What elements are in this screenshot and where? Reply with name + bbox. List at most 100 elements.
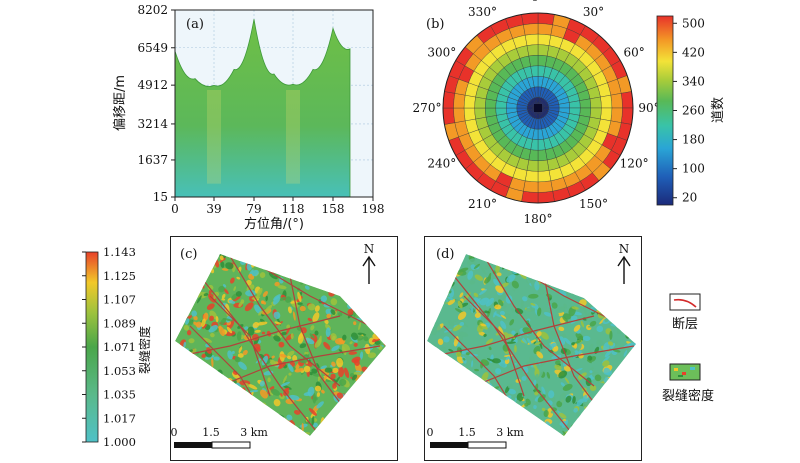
fold-colorbar bbox=[656, 15, 674, 206]
rose-cell bbox=[453, 107, 466, 123]
fault-line bbox=[473, 345, 635, 387]
svg-text:1.5: 1.5 bbox=[202, 426, 220, 439]
rose-cell bbox=[523, 180, 539, 193]
plot-a-x-tick: 39 bbox=[206, 202, 221, 216]
rose-angle-label: 330° bbox=[468, 5, 497, 19]
plot-a-y-ticks: 15 1637 3214 4912 6549 8202 bbox=[137, 3, 175, 204]
rose-angle-label: 300° bbox=[427, 46, 456, 60]
plot-a-x-tick: 118 bbox=[282, 202, 305, 216]
rose-cell bbox=[463, 107, 476, 122]
rose-cell bbox=[610, 93, 623, 109]
rose-cell bbox=[537, 180, 553, 193]
density-colorbar-tick: 1.125 bbox=[103, 269, 136, 283]
density-colorbar-title: 裂缝密度 bbox=[137, 326, 152, 374]
fold-colorbar-ticks: 500 420 340 260 180 100 20 bbox=[673, 16, 705, 205]
panel-d-label: (d) bbox=[436, 247, 454, 262]
panel-a-label: (a) bbox=[186, 17, 204, 32]
svg-text:0: 0 bbox=[171, 426, 178, 439]
map-legend: 断层 裂缝密度 bbox=[662, 293, 714, 404]
north-arrow-d: N bbox=[617, 242, 631, 284]
rose-cell bbox=[620, 91, 634, 109]
offset-azimuth-plot: 15 1637 3214 4912 6549 8202 0 39 79 118 158 198 (a… bbox=[113, 3, 385, 232]
plot-a-y-tick: 3214 bbox=[137, 117, 168, 131]
plot-a-x-tick: 158 bbox=[322, 202, 345, 216]
rose-cell bbox=[442, 107, 456, 125]
rose-angle-labels: 0° 30° 60° 90° 120° 150° 180° 210° 240° 270° 300° 3… bbox=[413, 0, 660, 226]
fault-line bbox=[433, 315, 595, 357]
fold-colorbar-tick: 180 bbox=[682, 133, 705, 147]
plot-a-x-tick: 198 bbox=[362, 202, 385, 216]
fold-colorbar-tick: 20 bbox=[682, 191, 697, 205]
scale-bar-d: 0 1.5 3 km bbox=[427, 426, 524, 449]
rose-cell bbox=[537, 190, 555, 204]
offset-envelope-area bbox=[174, 19, 351, 198]
plot-a-y-tick: 1637 bbox=[137, 153, 168, 167]
rose-cell bbox=[453, 93, 466, 109]
north-arrow-c: N bbox=[362, 242, 376, 284]
fault-line bbox=[483, 255, 595, 387]
rose-cell bbox=[521, 190, 539, 204]
rose-cell bbox=[600, 107, 613, 122]
rose-angle-label: 210° bbox=[468, 197, 497, 211]
rose-angle-label: 150° bbox=[579, 197, 608, 211]
rose-cell bbox=[579, 98, 591, 109]
density-colorbar bbox=[85, 251, 99, 443]
faults-c bbox=[179, 255, 381, 436]
density-colorbar-tick: 1.053 bbox=[103, 364, 136, 378]
legend-fault: 断层 bbox=[669, 293, 701, 332]
svg-text:N: N bbox=[619, 242, 630, 256]
fault-line bbox=[289, 275, 351, 417]
rose-cell bbox=[537, 170, 552, 183]
rose-cell bbox=[442, 91, 456, 109]
legend-fault-label: 断层 bbox=[672, 317, 698, 332]
fold-colorbar-tick: 420 bbox=[682, 45, 705, 59]
rose-cell bbox=[524, 170, 539, 183]
plot-a-y-tick: 15 bbox=[153, 190, 168, 204]
rose-angle-label: 0° bbox=[531, 0, 545, 4]
plot-a-y-axis-label: 偏移距/m bbox=[113, 75, 128, 131]
rose-angle-label: 60° bbox=[623, 46, 644, 60]
svg-text:3 km: 3 km bbox=[240, 426, 268, 439]
rose-cell bbox=[537, 12, 555, 26]
rose-cell bbox=[474, 107, 487, 120]
rose-cell bbox=[526, 44, 539, 57]
fault-line bbox=[209, 295, 271, 397]
fold-colorbar-title: 道数 bbox=[711, 97, 726, 123]
fold-colorbar-tick: 500 bbox=[682, 16, 705, 30]
plot-a-x-tick: 79 bbox=[246, 202, 261, 216]
rose-diagram bbox=[442, 12, 634, 204]
rose-cell bbox=[523, 23, 539, 36]
density-colorbar-tick: 1.000 bbox=[103, 435, 136, 449]
scale-bar-c: 0 1.5 3 km bbox=[171, 426, 268, 449]
plot-a-y-tick: 4912 bbox=[137, 78, 168, 92]
fold-colorbar-tick: 100 bbox=[682, 162, 705, 176]
density-colorbar-tick: 1.089 bbox=[103, 316, 136, 330]
rose-cell bbox=[521, 12, 539, 26]
rose-cell bbox=[537, 149, 548, 161]
rose-cell bbox=[537, 23, 553, 36]
density-colorbar-tick: 1.143 bbox=[103, 245, 136, 259]
rose-cell bbox=[537, 159, 550, 172]
fault-line bbox=[259, 265, 371, 327]
fault-line bbox=[543, 275, 605, 417]
svg-text:1.5: 1.5 bbox=[458, 426, 476, 439]
rose-cell bbox=[610, 107, 623, 123]
panel-b-label: (b) bbox=[426, 17, 444, 32]
panel-c-label: (c) bbox=[180, 247, 197, 262]
fault-line bbox=[199, 275, 321, 436]
density-colorbar-tick: 1.035 bbox=[103, 388, 136, 402]
density-colorbar-panel: 1.143 1.125 1.107 1.089 1.071 1.053 1.035 1.017… bbox=[82, 245, 152, 449]
legend-density: 裂缝密度 bbox=[662, 363, 714, 404]
svg-text:0: 0 bbox=[427, 426, 434, 439]
plot-a-x-tick: 0 bbox=[171, 202, 179, 216]
svg-text:N: N bbox=[364, 242, 375, 256]
density-colorbar-tick: 1.071 bbox=[103, 340, 136, 354]
rose-cell bbox=[463, 94, 476, 109]
density-colorbar-ticks: 1.143 1.125 1.107 1.089 1.071 1.053 1.035 1.017… bbox=[82, 245, 136, 449]
plot-a-y-tick: 8202 bbox=[137, 3, 168, 17]
fault-line bbox=[219, 345, 381, 387]
rose-angle-label: 180° bbox=[524, 212, 553, 226]
fault-line bbox=[229, 255, 341, 387]
fold-colorbar-tick: 260 bbox=[682, 104, 705, 118]
rose-angle-label: 30° bbox=[583, 5, 604, 19]
